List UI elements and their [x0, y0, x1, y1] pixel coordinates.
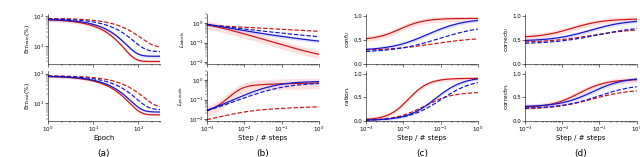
Y-axis label: $L_\mathrm{pseudo}$: $L_\mathrm{pseudo}$	[177, 86, 188, 106]
Text: (c): (c)	[416, 149, 428, 157]
Text: (b): (b)	[257, 149, 269, 157]
Y-axis label: $\mathrm{correct}_{PL}$: $\mathrm{correct}_{PL}$	[502, 82, 511, 110]
Y-axis label: $\mathrm{conf}_U$: $\mathrm{conf}_U$	[343, 30, 352, 48]
Y-axis label: $\mathrm{Err_{test}(\%)}$: $\mathrm{Err_{test}(\%)}$	[22, 82, 31, 110]
Y-axis label: $L_\mathrm{labels}$: $L_\mathrm{labels}$	[179, 30, 188, 48]
Text: (a): (a)	[98, 149, 110, 157]
Y-axis label: $\mathrm{ratio}_{PL}$: $\mathrm{ratio}_{PL}$	[343, 86, 352, 106]
X-axis label: Step / # steps: Step / # steps	[556, 135, 605, 141]
Y-axis label: $\mathrm{Err_{train}(\%)}$: $\mathrm{Err_{train}(\%)}$	[22, 24, 31, 54]
X-axis label: Step / # steps: Step / # steps	[397, 135, 447, 141]
Text: (d): (d)	[575, 149, 588, 157]
X-axis label: Epoch: Epoch	[93, 135, 115, 141]
X-axis label: Step / # steps: Step / # steps	[238, 135, 287, 141]
Y-axis label: $\mathrm{correct}_U$: $\mathrm{correct}_U$	[502, 26, 511, 52]
